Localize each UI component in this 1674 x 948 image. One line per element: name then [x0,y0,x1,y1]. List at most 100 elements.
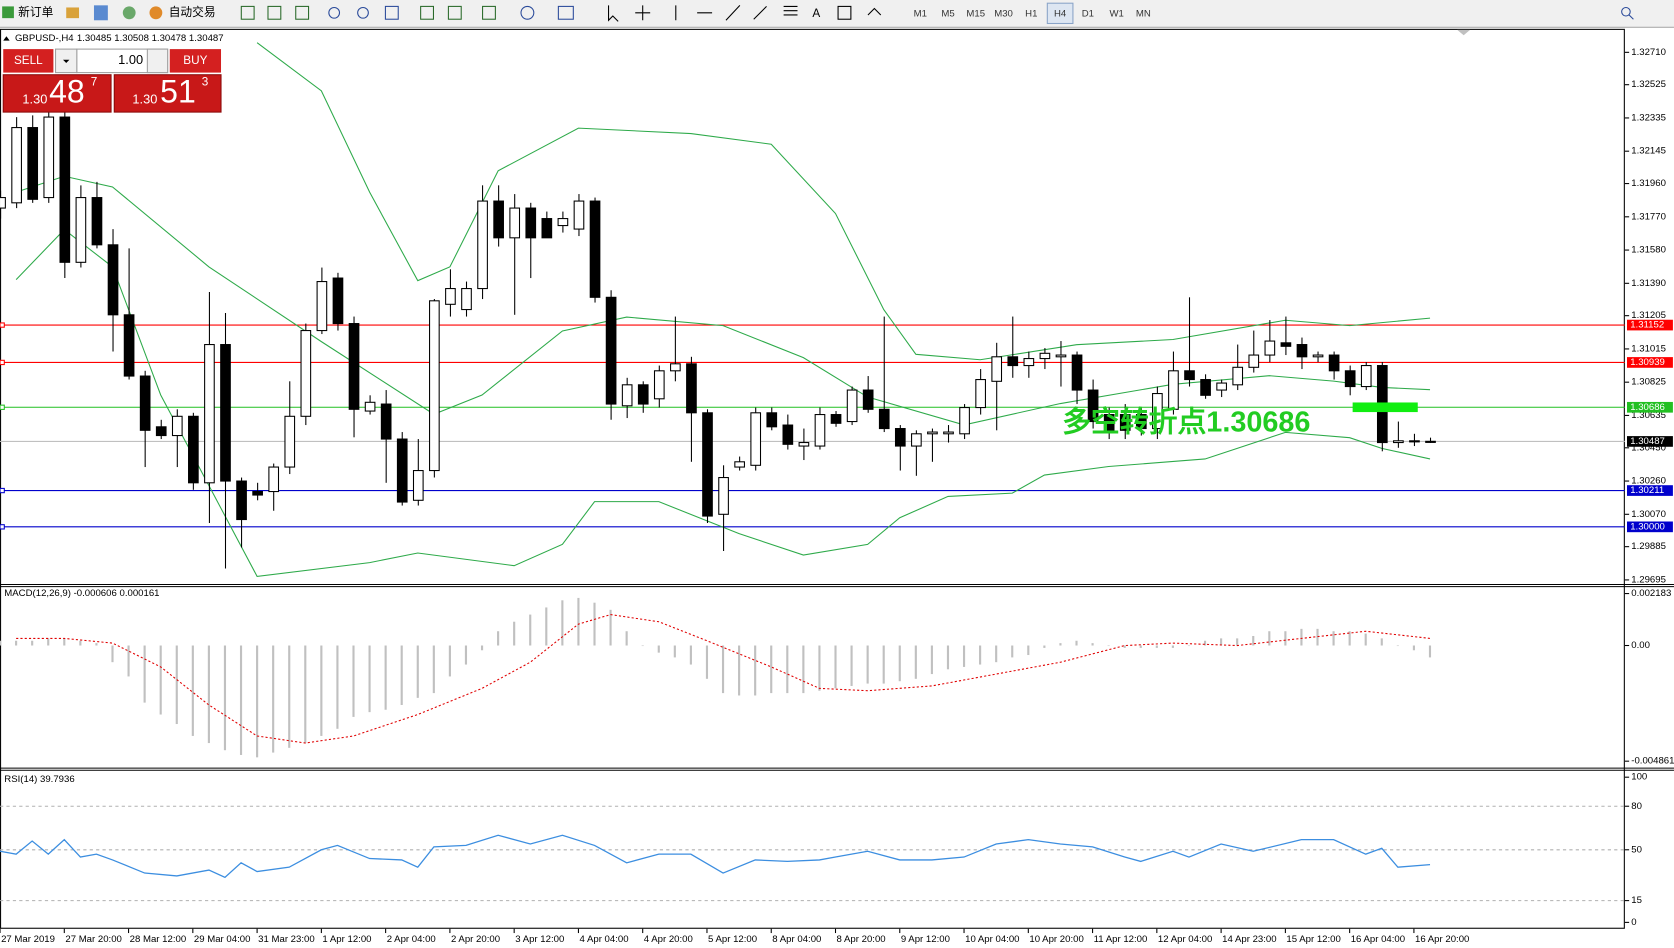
timeframe-button[interactable]: W1 [1110,8,1124,19]
macd-bar [191,645,194,736]
ask-big[interactable]: 1.30 [132,92,157,107]
timeframe-button[interactable]: MN [1136,8,1151,19]
bid-price-label: 1.30487 [1630,436,1665,447]
ask-main[interactable]: 51 [160,73,196,109]
macd-bar [962,645,966,667]
macd-bar [577,597,580,646]
macd-bar [256,645,259,758]
macd-bar [979,645,982,665]
tool-icon[interactable] [240,5,255,20]
bid-big[interactable]: 1.30 [22,92,47,107]
timeframe-button[interactable]: M30 [994,8,1013,19]
x-tick-label: 8 Apr 04:00 [772,934,821,945]
y-tick-label: 1.30070 [1631,509,1666,520]
candle-body [1087,389,1099,423]
macd-bar [882,645,885,684]
candle-body [332,277,344,325]
macd-bar [95,643,98,646]
candle-body [1425,440,1436,443]
line-tools[interactable] [675,4,798,21]
candle-body [380,403,392,440]
bid-box[interactable] [2,74,112,113]
crosshair-icon[interactable] [635,5,651,21]
macd-bar [946,645,950,670]
search-icon[interactable] [1621,6,1631,17]
tool-icon[interactable] [447,5,462,20]
candle-body [670,363,681,372]
ask-box[interactable] [113,74,222,113]
tool-icon[interactable] [328,6,341,19]
candle-body [284,415,296,468]
timeframe-button[interactable]: M15 [966,8,985,19]
y-tick-label: 1.32710 [1631,47,1666,58]
timeframe-button[interactable]: H1 [1025,8,1037,19]
tool-icon[interactable] [837,5,852,20]
shift-marker [1457,29,1471,36]
macd-bar [866,645,869,684]
ask-pip[interactable]: 3 [202,75,209,88]
bid-main[interactable]: 48 [49,73,85,109]
tool-icon[interactable] [557,5,574,20]
candle-body [107,244,119,316]
auto-trading-icon[interactable] [149,6,163,20]
x-tick-label: 14 Apr 23:00 [1222,934,1276,945]
timeframe-button[interactable]: D1 [1082,8,1094,19]
tool-icon[interactable] [122,6,136,20]
candle-body [252,491,263,496]
candle-body [1216,382,1227,391]
tool-icon[interactable] [66,7,80,19]
sell-label[interactable]: SELL [14,54,43,67]
candle-body [862,389,874,410]
candle-body [589,200,601,298]
macd-bar [1155,645,1158,648]
timeframe-button[interactable]: M1 [914,8,927,19]
candle-body [268,466,280,493]
level-price-label: 1.30939 [1630,357,1665,368]
macd-bar [914,645,917,679]
tool-icon[interactable] [482,5,496,20]
candle-body [123,314,135,377]
tool-icon[interactable] [295,5,310,20]
y-tick-label: 1.31205 [1631,310,1666,321]
bollinger-band [256,42,1431,361]
bid-pip[interactable]: 7 [91,75,98,88]
search-icon[interactable] [1628,14,1634,20]
cursor-icon[interactable] [608,5,619,22]
tool-icon[interactable] [93,5,108,21]
auto-trading[interactable]: 自动交易 [169,5,216,19]
candle-body [1296,344,1308,358]
tool-icon[interactable] [867,7,882,16]
annotation-marker [1352,402,1418,413]
candle-body [155,426,167,437]
buy-button[interactable] [169,49,222,73]
annotation: 多空转折点1.30686 [1062,405,1310,438]
timeframe-button[interactable]: H4 [1054,8,1067,19]
lots-value[interactable]: 1.00 [118,52,143,67]
y-tick-label: 1.29695 [1631,574,1666,585]
chart-title: GBPUSD-,H4 [15,33,74,44]
lots-spin[interactable] [146,48,169,74]
macd-bar [368,645,371,713]
text-tool[interactable]: A [812,7,820,20]
tool-icon[interactable] [384,5,399,20]
tool-icon[interactable] [420,5,434,20]
tool-icon[interactable] [357,6,369,19]
timeframe-button[interactable]: M5 [941,8,954,19]
buy-label[interactable]: BUY [183,54,207,67]
macd-bar [1252,635,1255,646]
y-tick-label: 1.32525 [1631,79,1666,90]
y-tick-label: 1.29885 [1631,541,1666,552]
tool-icon[interactable] [520,5,535,20]
y-tick-label: 1.30450 [1631,442,1666,453]
tool-icon[interactable] [267,5,282,20]
macd-bar [288,645,291,748]
x-tick-label: 15 Apr 12:00 [1286,934,1340,945]
macd-bar [545,607,548,646]
macd-bar [127,645,130,677]
macd-bar [304,645,307,744]
bollinger-band [15,228,1431,577]
sell-button[interactable] [3,49,54,73]
new-order-icon[interactable] [2,6,14,19]
new-order[interactable]: 新订单 [18,5,53,19]
candle-body [429,300,440,472]
